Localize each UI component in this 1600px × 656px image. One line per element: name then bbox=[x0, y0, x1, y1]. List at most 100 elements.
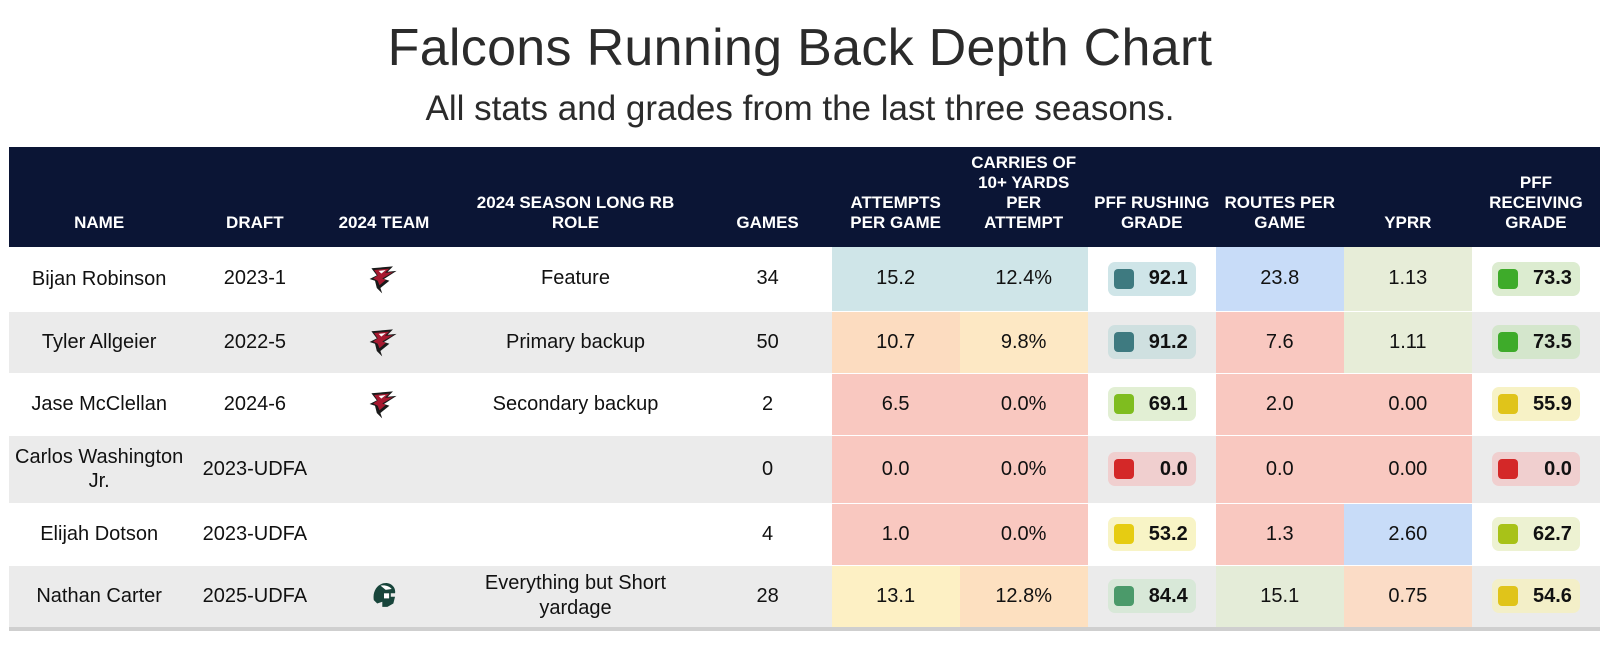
routes-value: 1.3 bbox=[1215, 503, 1344, 565]
carries-10-value: 9.8% bbox=[959, 311, 1088, 373]
rushing-grade-badge: 92.1 bbox=[1107, 261, 1196, 296]
player-name: Carlos Washington Jr. bbox=[15, 446, 184, 492]
carries-10-value: 12.8% bbox=[959, 565, 1088, 629]
yprr-value: 2.60 bbox=[1343, 503, 1472, 565]
player-name: Tyler Allgeier bbox=[41, 331, 157, 353]
carries-10-value: 0.0% bbox=[959, 373, 1088, 435]
falcons-logo-icon bbox=[366, 261, 402, 297]
receiving-grade-badge: 0.0 bbox=[1491, 452, 1580, 486]
depth-chart-table: NAME DRAFT 2024 TEAM 2024 SEASON LONG RB… bbox=[9, 147, 1600, 631]
header-attempts: ATTEMPTS PER GAME bbox=[850, 193, 941, 232]
games-value: 0 bbox=[762, 457, 774, 480]
attempts-value: 10.7 bbox=[831, 311, 960, 373]
rushing-grade-value: 92.1 bbox=[1148, 267, 1188, 290]
grade-swatch-icon bbox=[1497, 268, 1518, 289]
header-yprr: YPRR bbox=[1384, 213, 1432, 232]
receiving-grade-value: 55.9 bbox=[1532, 392, 1572, 415]
games-value: 2 bbox=[762, 392, 774, 415]
yprr-value: 1.13 bbox=[1343, 247, 1472, 311]
rushing-grade-badge: 84.4 bbox=[1107, 579, 1196, 614]
receiving-grade-cell: 54.6 bbox=[1472, 565, 1600, 629]
receiving-grade-badge: 54.6 bbox=[1491, 579, 1580, 614]
header-draft: DRAFT bbox=[226, 213, 284, 232]
receiving-grade-badge: 73.5 bbox=[1491, 325, 1580, 359]
receiving-grade-cell: 73.3 bbox=[1472, 247, 1600, 311]
rushing-grade-cell: 92.1 bbox=[1088, 247, 1216, 311]
rushing-grade-value: 84.4 bbox=[1148, 584, 1188, 607]
rushing-grade-cell: 0.0 bbox=[1088, 435, 1216, 503]
page-subtitle: All stats and grades from the last three… bbox=[425, 89, 1175, 128]
player-name: Elijah Dotson bbox=[40, 523, 159, 545]
receiving-grade-cell: 62.7 bbox=[1472, 503, 1600, 565]
role-value: Everything but Short yardage bbox=[484, 572, 667, 620]
carries-10-value: 0.0% bbox=[959, 503, 1088, 565]
draft-value: 2025-UDFA bbox=[202, 584, 308, 607]
receiving-grade-value: 73.5 bbox=[1532, 330, 1572, 353]
rushing-grade-cell: 84.4 bbox=[1088, 565, 1216, 629]
page-title: Falcons Running Back Depth Chart bbox=[387, 19, 1213, 77]
routes-value: 23.8 bbox=[1215, 247, 1344, 311]
routes-value: 7.6 bbox=[1215, 311, 1344, 373]
rushing-grade-cell: 91.2 bbox=[1088, 311, 1216, 373]
grade-swatch-icon bbox=[1497, 394, 1518, 414]
header-name: NAME bbox=[74, 213, 125, 232]
rushing-grade-cell: 69.1 bbox=[1088, 373, 1216, 435]
receiving-grade-value: 62.7 bbox=[1532, 522, 1572, 545]
player-name: Nathan Carter bbox=[36, 585, 162, 608]
rushing-grade-value: 91.2 bbox=[1148, 330, 1188, 353]
yprr-value: 0.00 bbox=[1343, 435, 1472, 503]
header-team: 2024 TEAM bbox=[338, 213, 430, 232]
attempts-value: 1.0 bbox=[831, 503, 960, 565]
role-value bbox=[447, 435, 703, 503]
role-value: Feature bbox=[541, 267, 610, 290]
header-games: GAMES bbox=[736, 213, 799, 232]
routes-value: 0.0 bbox=[1215, 435, 1344, 503]
role-value bbox=[447, 503, 703, 565]
receiving-grade-cell: 55.9 bbox=[1472, 373, 1600, 435]
yprr-value: 0.75 bbox=[1343, 565, 1472, 629]
role-value: Secondary backup bbox=[492, 392, 659, 415]
carries-10-value: 12.4% bbox=[959, 247, 1088, 311]
spartan-helmet-icon bbox=[366, 578, 402, 614]
receiving-grade-value: 0.0 bbox=[1544, 457, 1572, 480]
grade-swatch-icon bbox=[1497, 459, 1518, 479]
rushing-grade-cell: 53.2 bbox=[1088, 503, 1216, 565]
rushing-grade-value: 0.0 bbox=[1159, 457, 1188, 480]
yprr-value: 0.00 bbox=[1343, 373, 1472, 435]
table-row: Nathan Carter 2025-UDFA Everything but Sho… bbox=[9, 565, 1600, 629]
table-row: Elijah Dotson 2023-UDFA 4 1.0 0.0% 53.2 1.3 2.6… bbox=[9, 503, 1600, 565]
header-rushing-grade: PFF RUSHING GRADE bbox=[1094, 193, 1210, 232]
grade-swatch-icon bbox=[1113, 586, 1134, 607]
rushing-grade-badge: 69.1 bbox=[1107, 387, 1196, 421]
attempts-value: 6.5 bbox=[831, 373, 960, 435]
grade-swatch-icon bbox=[1113, 459, 1134, 479]
routes-value: 15.1 bbox=[1215, 565, 1344, 629]
games-value: 28 bbox=[756, 584, 779, 607]
header-role: 2024 SEASON LONG RB ROLE bbox=[476, 193, 675, 232]
header-receiving-grade: PFF RECEIVING GRADE bbox=[1489, 173, 1583, 232]
rushing-grade-value: 53.2 bbox=[1148, 522, 1188, 545]
receiving-grade-badge: 62.7 bbox=[1491, 517, 1580, 551]
rushing-grade-value: 69.1 bbox=[1148, 392, 1188, 415]
rushing-grade-badge: 0.0 bbox=[1107, 452, 1196, 486]
team-cell bbox=[320, 373, 447, 435]
table-row: Jase McClellan 2024-6 Secondary backup 2 6.5… bbox=[9, 373, 1600, 435]
grade-swatch-icon bbox=[1113, 394, 1134, 414]
team-cell bbox=[320, 565, 447, 629]
header-carries-10: CARRIES OF 10+ YARDS PER ATTEMPT bbox=[971, 153, 1077, 232]
draft-value: 2023-UDFA bbox=[202, 457, 308, 480]
attempts-value: 0.0 bbox=[831, 435, 960, 503]
games-value: 34 bbox=[756, 267, 779, 290]
receiving-grade-badge: 73.3 bbox=[1491, 261, 1580, 296]
player-name: Bijan Robinson bbox=[31, 267, 167, 290]
grade-swatch-icon bbox=[1497, 524, 1518, 544]
team-cell bbox=[320, 311, 447, 373]
table-row: Bijan Robinson 2023-1 Feature 34 15.2 12.4% 92… bbox=[9, 247, 1600, 311]
team-cell bbox=[320, 247, 447, 311]
routes-value: 2.0 bbox=[1215, 373, 1344, 435]
team-cell bbox=[320, 435, 447, 503]
falcons-logo-icon bbox=[366, 386, 402, 422]
role-value: Primary backup bbox=[506, 330, 645, 353]
games-value: 50 bbox=[756, 330, 779, 353]
rushing-grade-badge: 53.2 bbox=[1107, 517, 1196, 551]
